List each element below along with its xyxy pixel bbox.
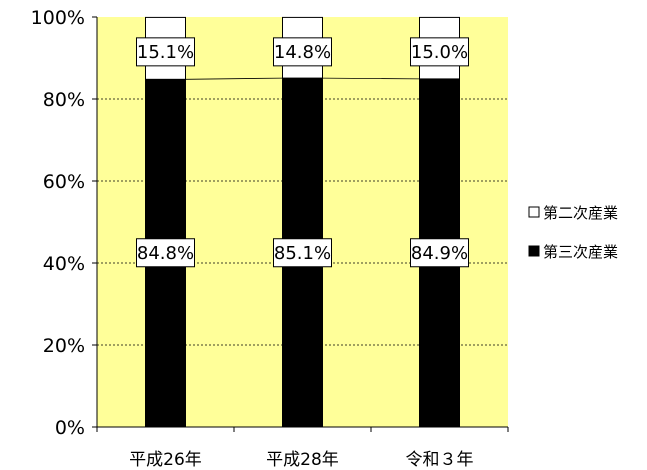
x-tick-label: 平成26年 (129, 450, 202, 470)
data-label: 84.9% (411, 243, 468, 264)
data-label: 15.1% (137, 42, 194, 63)
legend-label: 第二次産業 (543, 204, 618, 222)
data-label: 15.0% (411, 42, 468, 63)
data-label-box (410, 238, 469, 268)
y-tick-label: 20% (43, 335, 85, 357)
data-label-box (136, 238, 195, 268)
y-tick-label: 80% (43, 89, 85, 111)
data-label: 84.8% (137, 243, 194, 264)
data-label-box (273, 37, 332, 67)
x-tick-label: 平成28年 (266, 450, 339, 470)
legend-swatch (528, 245, 540, 257)
data-label-box (273, 238, 332, 268)
x-tick-label: 令和３年 (406, 450, 474, 470)
y-tick-label: 100% (31, 7, 85, 29)
data-label-box (410, 37, 469, 67)
data-label: 85.1% (274, 243, 331, 264)
series-line (322, 77, 420, 80)
y-tick-label: 0% (55, 417, 85, 439)
data-label: 14.8% (274, 42, 331, 63)
data-label-box (136, 37, 195, 67)
y-tick-label: 60% (43, 171, 85, 193)
y-tick-label: 40% (43, 253, 85, 275)
legend-swatch (528, 206, 540, 218)
legend-label: 第三次産業 (543, 243, 618, 261)
series-line (185, 77, 283, 80)
